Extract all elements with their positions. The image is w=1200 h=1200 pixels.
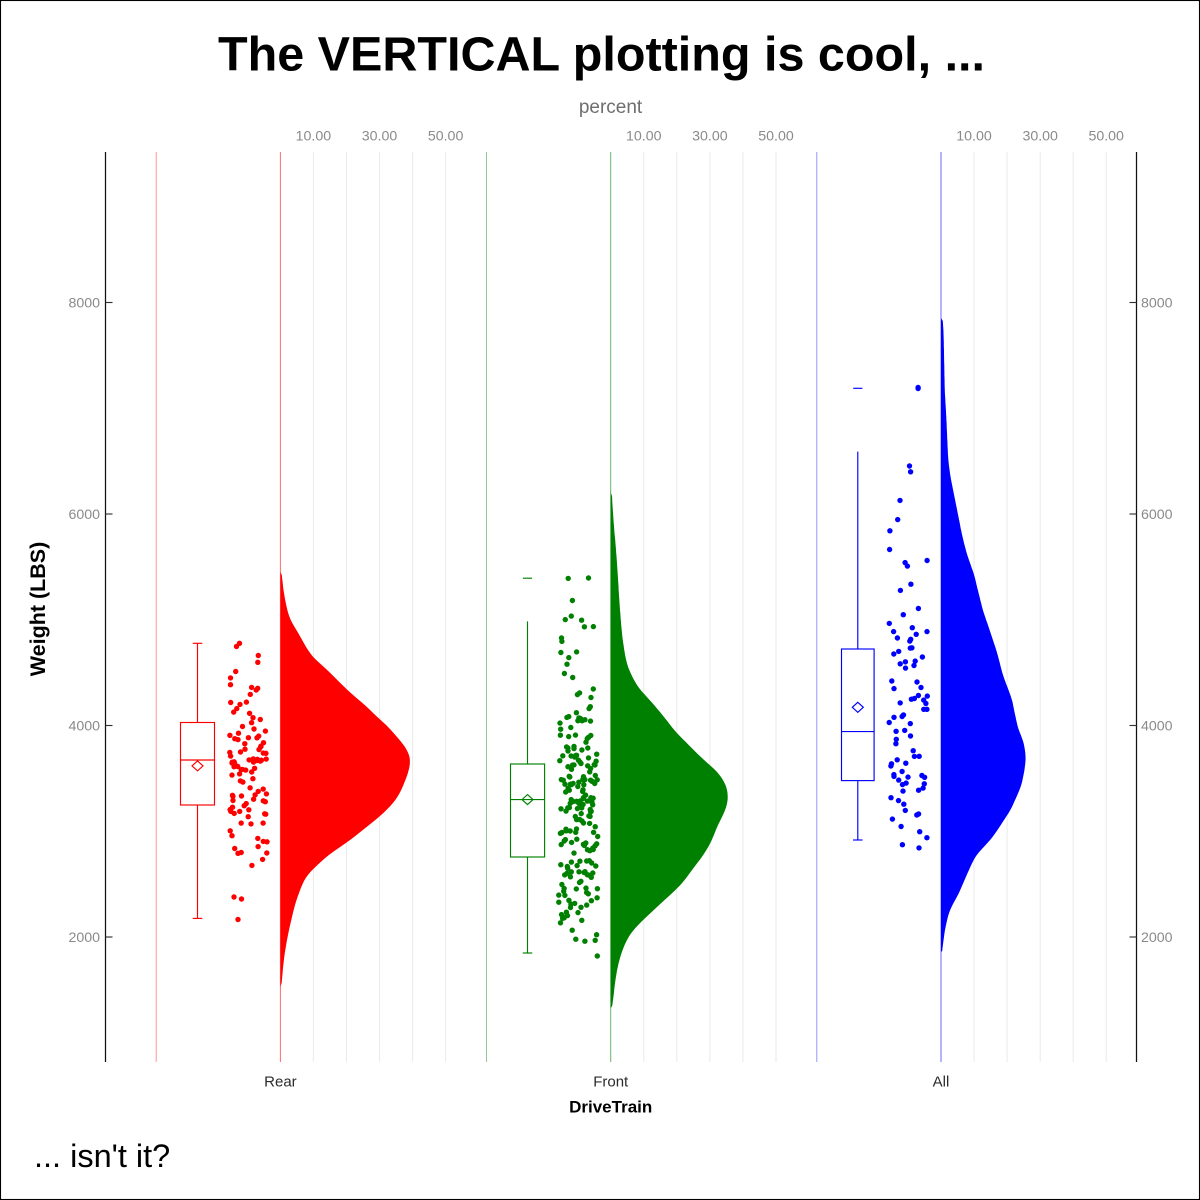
svg-text:The VERTICAL plotting is cool,: The VERTICAL plotting is cool, ... (218, 28, 985, 82)
svg-text:Weight (LBS): Weight (LBS) (26, 542, 50, 677)
svg-text:10.00: 10.00 (956, 129, 992, 145)
svg-text:Rear: Rear (264, 1074, 297, 1091)
svg-text:30.00: 30.00 (692, 129, 728, 145)
svg-text:Front: Front (593, 1074, 629, 1091)
svg-text:4000: 4000 (68, 718, 100, 734)
svg-text:50.00: 50.00 (1088, 129, 1124, 145)
svg-text:30.00: 30.00 (362, 129, 398, 145)
svg-text:30.00: 30.00 (1022, 129, 1058, 145)
svg-text:6000: 6000 (68, 507, 100, 523)
svg-text:10.00: 10.00 (296, 129, 332, 145)
svg-text:2000: 2000 (1141, 930, 1173, 946)
svg-text:2000: 2000 (68, 930, 100, 946)
svg-text:50.00: 50.00 (758, 129, 794, 145)
svg-text:All: All (933, 1074, 950, 1091)
svg-text:DriveTrain: DriveTrain (569, 1098, 652, 1117)
svg-text:8000: 8000 (1141, 295, 1173, 311)
svg-text:8000: 8000 (68, 295, 100, 311)
svg-text:... isn't it?: ... isn't it? (34, 1138, 170, 1174)
svg-text:4000: 4000 (1141, 718, 1173, 734)
svg-text:50.00: 50.00 (428, 129, 464, 145)
svg-text:percent: percent (579, 97, 643, 118)
svg-text:10.00: 10.00 (626, 129, 662, 145)
svg-text:6000: 6000 (1141, 507, 1173, 523)
